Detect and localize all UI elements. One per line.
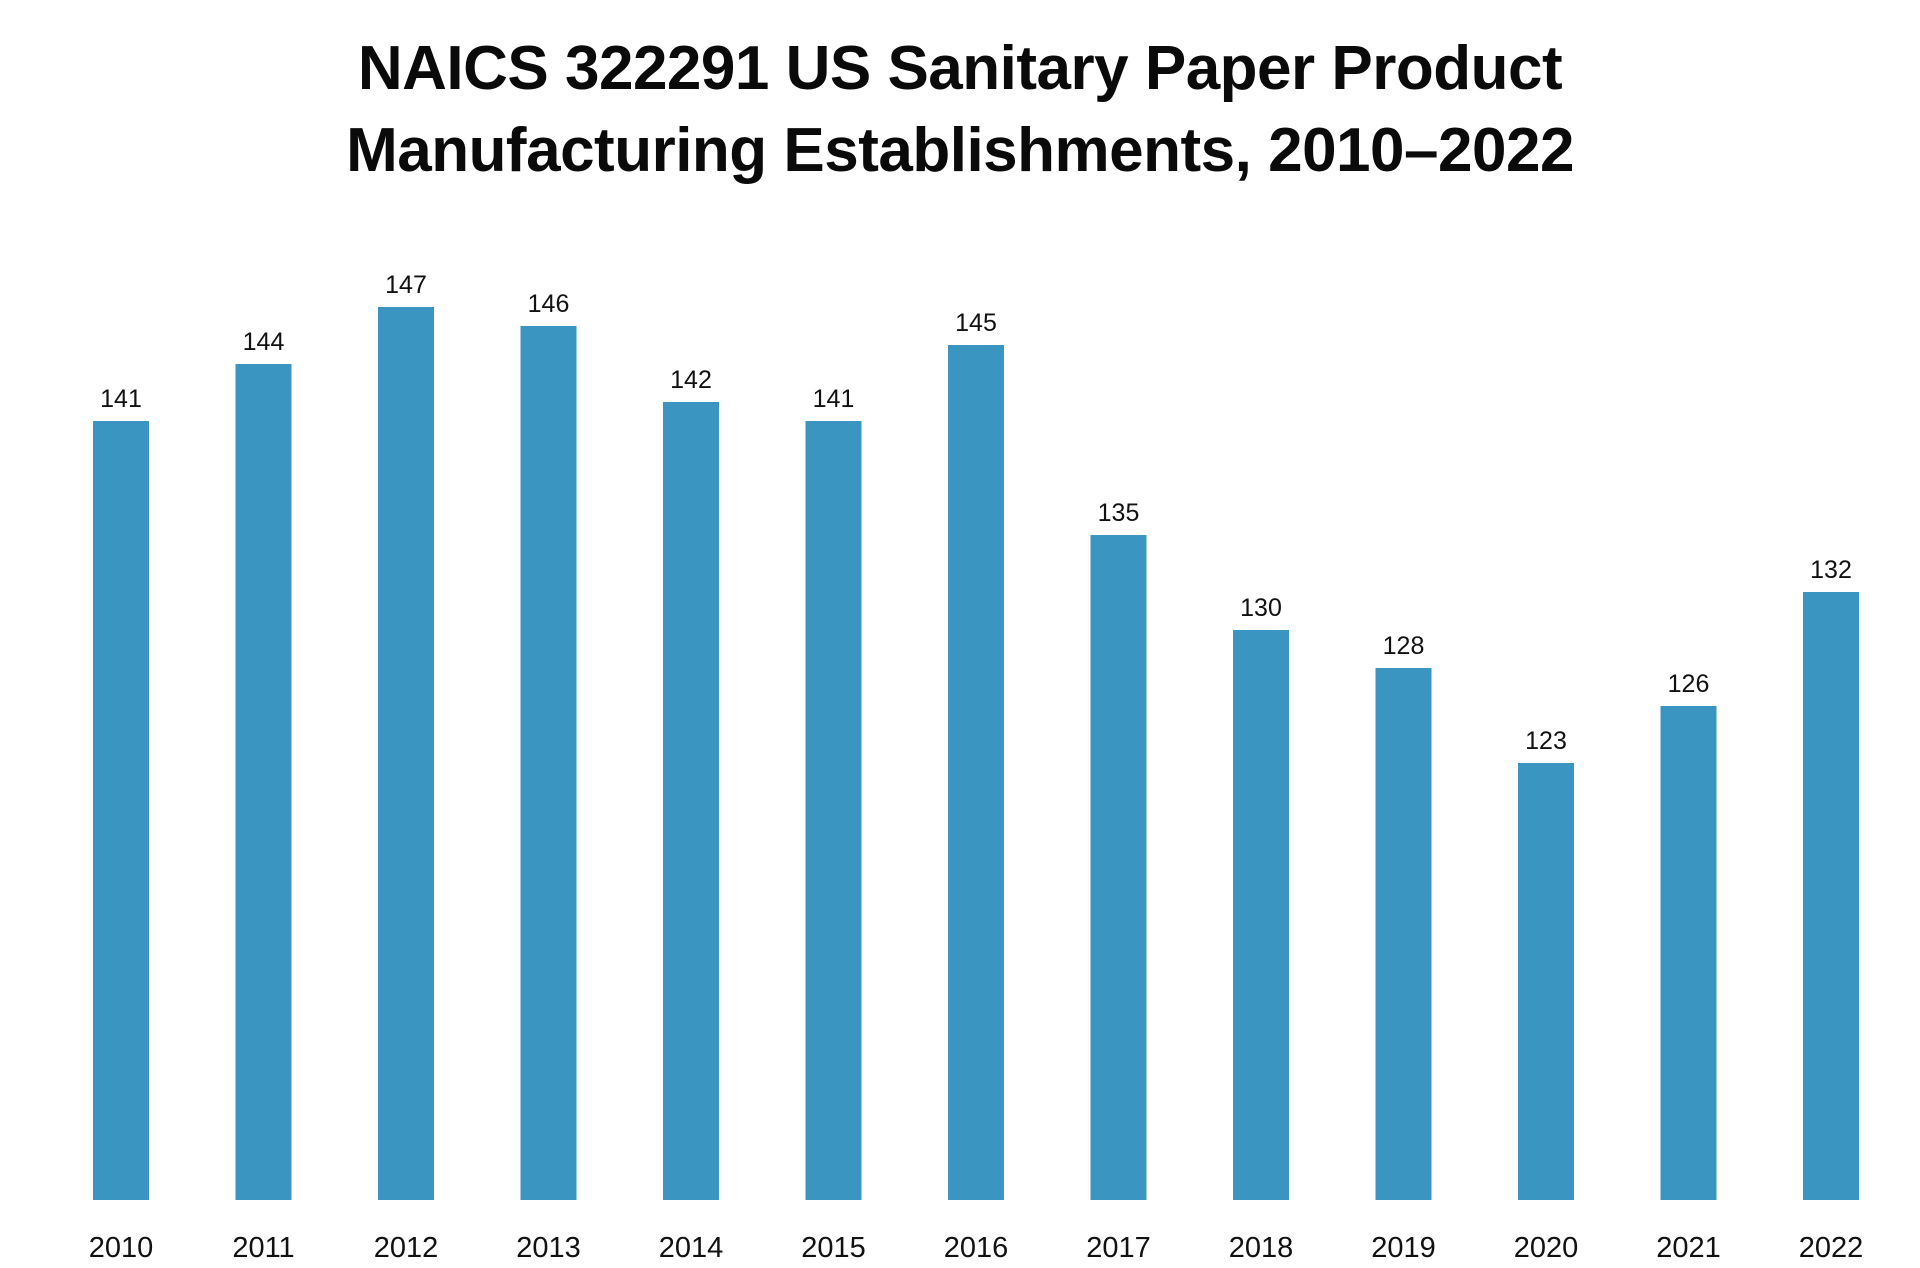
bar-2017	[1091, 535, 1147, 1200]
x-tick-label-2019: 2019	[1371, 1232, 1436, 1264]
bar-2022	[1803, 592, 1859, 1200]
x-tick-label-2020: 2020	[1514, 1232, 1579, 1264]
bar-2020	[1518, 763, 1574, 1200]
bar-2018	[1233, 630, 1289, 1200]
data-label-2019: 128	[1383, 632, 1425, 660]
data-label-2017: 135	[1098, 499, 1140, 527]
bar-2015	[806, 421, 862, 1200]
x-tick-label-2012: 2012	[374, 1232, 439, 1264]
x-tick-label-2015: 2015	[801, 1232, 866, 1264]
x-tick-label-2010: 2010	[89, 1232, 154, 1264]
bar-2016	[948, 345, 1004, 1200]
x-tick-label-2021: 2021	[1656, 1232, 1721, 1264]
bar-2013	[521, 326, 577, 1200]
data-label-2018: 130	[1240, 594, 1282, 622]
x-tick-label-2011: 2011	[232, 1232, 294, 1264]
x-tick-label-2013: 2013	[516, 1232, 581, 1264]
x-tick-label-2016: 2016	[944, 1232, 1009, 1264]
data-label-2020: 123	[1525, 727, 1567, 755]
data-label-2010: 141	[100, 385, 142, 413]
x-tick-label-2014: 2014	[659, 1232, 724, 1264]
bar-2011	[236, 364, 292, 1200]
bar-2019	[1376, 668, 1432, 1200]
data-label-2016: 145	[955, 309, 997, 337]
x-tick-label-2018: 2018	[1229, 1232, 1294, 1264]
bar-2010	[93, 421, 149, 1200]
bar-2012	[378, 307, 434, 1200]
x-tick-label-2022: 2022	[1799, 1232, 1864, 1264]
bar-2014	[663, 402, 719, 1200]
bar-2021	[1661, 706, 1717, 1200]
data-label-2011: 144	[243, 328, 285, 356]
data-label-2021: 126	[1668, 670, 1710, 698]
data-label-2022: 132	[1810, 556, 1852, 584]
data-label-2014: 142	[670, 366, 712, 394]
data-label-2015: 141	[813, 385, 855, 413]
data-label-2013: 146	[528, 290, 570, 318]
x-tick-label-2017: 2017	[1086, 1232, 1151, 1264]
data-label-2012: 147	[385, 271, 427, 299]
